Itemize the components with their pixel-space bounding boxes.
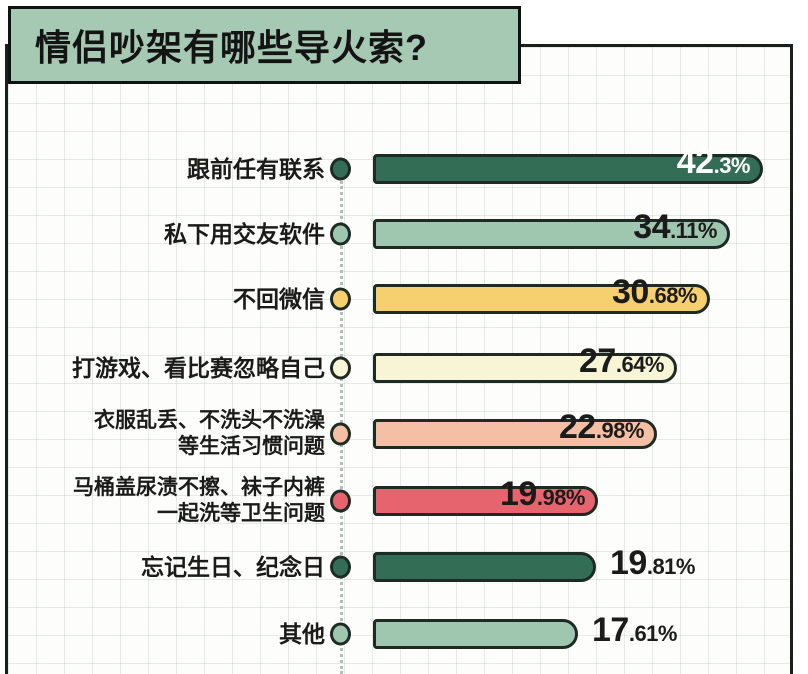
bar-value: 30.68% bbox=[612, 273, 697, 311]
page-title: 情侣吵架有哪些导火索? bbox=[35, 27, 428, 68]
chart-row: 跟前任有联系 42.3% bbox=[0, 145, 808, 184]
row-marker-dot bbox=[330, 157, 351, 181]
row-marker-dot bbox=[330, 356, 351, 380]
chart-row: 马桶盖尿渍不擦、袜子内裤 一起洗等卫生问题 19.98% bbox=[0, 476, 808, 525]
row-label: 不回微信 bbox=[233, 286, 325, 312]
row-marker-dot bbox=[330, 622, 351, 646]
title-box: 情侣吵架有哪些导火索? bbox=[8, 6, 521, 84]
bar-value: 34.11% bbox=[633, 208, 717, 246]
row-label: 打游戏、看比赛忽略自己 bbox=[72, 355, 325, 381]
chart-row: 衣服乱丢、不洗头不洗澡 等生活习惯问题 22.98% bbox=[0, 409, 808, 458]
row-label: 忘记生日、纪念日 bbox=[141, 554, 325, 580]
row-label: 私下用交友软件 bbox=[164, 221, 325, 247]
row-label: 马桶盖尿渍不擦、袜子内裤 一起洗等卫生问题 bbox=[73, 476, 325, 525]
bar-value: 22.98% bbox=[559, 408, 644, 446]
chart-row: 打游戏、看比赛忽略自己 27.64% bbox=[0, 344, 808, 383]
chart-row: 其他 17.61% bbox=[0, 613, 808, 649]
bar: 34.11% bbox=[373, 210, 730, 249]
bar-value: 27.64% bbox=[579, 342, 664, 380]
bar bbox=[373, 552, 596, 582]
chart-row: 忘记生日、纪念日 19.81% bbox=[0, 546, 808, 582]
bar-value: 19.98% bbox=[500, 475, 585, 513]
row-label: 其他 bbox=[279, 621, 325, 647]
bar-value: 17.61% bbox=[592, 611, 677, 649]
chart-row: 不回微信 30.68% bbox=[0, 275, 808, 314]
row-marker-dot bbox=[330, 555, 351, 579]
bar: 42.3% bbox=[373, 145, 763, 184]
row-marker-dot bbox=[330, 222, 351, 246]
bar: 27.64% bbox=[373, 344, 677, 383]
chart-row: 私下用交友软件 34.11% bbox=[0, 210, 808, 249]
bar-value: 19.81% bbox=[610, 544, 695, 582]
row-label: 衣服乱丢、不洗头不洗澡 等生活习惯问题 bbox=[94, 409, 325, 458]
bar bbox=[373, 619, 578, 649]
bar: 30.68% bbox=[373, 275, 710, 314]
bar: 22.98% bbox=[373, 410, 657, 449]
bar: 19.98% bbox=[373, 477, 598, 516]
row-marker-dot bbox=[330, 287, 351, 311]
row-label: 跟前任有联系 bbox=[187, 156, 325, 182]
bar-value: 42.3% bbox=[676, 143, 751, 181]
row-marker-dot bbox=[330, 422, 351, 446]
row-marker-dot bbox=[330, 489, 351, 513]
